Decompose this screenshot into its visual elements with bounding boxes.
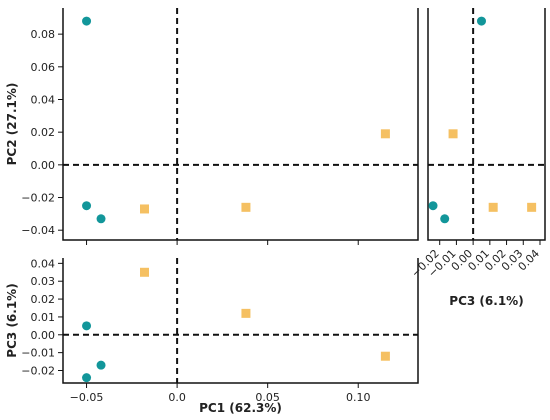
main-point-square bbox=[380, 129, 390, 139]
bottom-axes-frame bbox=[62, 258, 419, 384]
main-axes-frame bbox=[62, 8, 419, 241]
bottom-xtick-label: 0.05 bbox=[255, 391, 280, 404]
bottom-point-square bbox=[140, 267, 150, 277]
bottom-point-square bbox=[380, 351, 390, 361]
bottom-point-circle bbox=[96, 360, 106, 370]
main-point-circle bbox=[82, 16, 92, 26]
right-point-circle bbox=[476, 16, 486, 26]
bottom-x-axis-label: PC1 (62.3%) bbox=[199, 401, 282, 415]
right-x-axis-label: PC3 (6.1%) bbox=[449, 294, 523, 308]
bottom-y-axis-label: PC3 (6.1%) bbox=[5, 283, 19, 357]
right-point-circle bbox=[440, 214, 450, 224]
main-ytick-label: −0.02 bbox=[21, 192, 55, 205]
main-point-square bbox=[241, 202, 251, 212]
bottom-point-circle bbox=[82, 373, 92, 383]
right-point-square bbox=[527, 202, 537, 212]
right-point-square bbox=[488, 202, 498, 212]
main-point-square bbox=[140, 204, 150, 214]
bottom-ytick-label: 0.00 bbox=[31, 329, 56, 342]
right-point-square bbox=[448, 129, 458, 139]
bottom-ytick-label: 0.01 bbox=[31, 311, 56, 324]
bottom-ytick-label: 0.02 bbox=[31, 293, 56, 306]
right-point-circle bbox=[428, 201, 438, 211]
main-ytick-label: 0.02 bbox=[31, 126, 56, 139]
main-ytick-label: 0.06 bbox=[31, 61, 56, 74]
main-ytick-label: 0.08 bbox=[31, 28, 56, 41]
bottom-ytick-label: 0.04 bbox=[31, 257, 56, 270]
bottom-ytick-label: −0.02 bbox=[21, 365, 55, 378]
main-point-circle bbox=[82, 201, 92, 211]
bottom-ytick-label: 0.03 bbox=[31, 275, 56, 288]
bottom-xtick-label: −0.05 bbox=[70, 391, 104, 404]
bottom-ytick-label: −0.01 bbox=[21, 347, 55, 360]
main-y-axis-label: PC2 (27.1%) bbox=[5, 83, 19, 166]
right-axes-frame bbox=[427, 8, 546, 241]
main-ytick-label: 0.04 bbox=[31, 93, 56, 106]
main-point-circle bbox=[96, 214, 106, 224]
bottom-point-circle bbox=[82, 321, 92, 331]
bottom-xtick-label: 0.0 bbox=[168, 391, 186, 404]
bottom-point-square bbox=[241, 308, 251, 318]
bottom-xtick-label: 0.10 bbox=[346, 391, 371, 404]
main-ytick-label: 0.00 bbox=[31, 159, 56, 172]
main-ytick-label: −0.04 bbox=[21, 224, 55, 237]
